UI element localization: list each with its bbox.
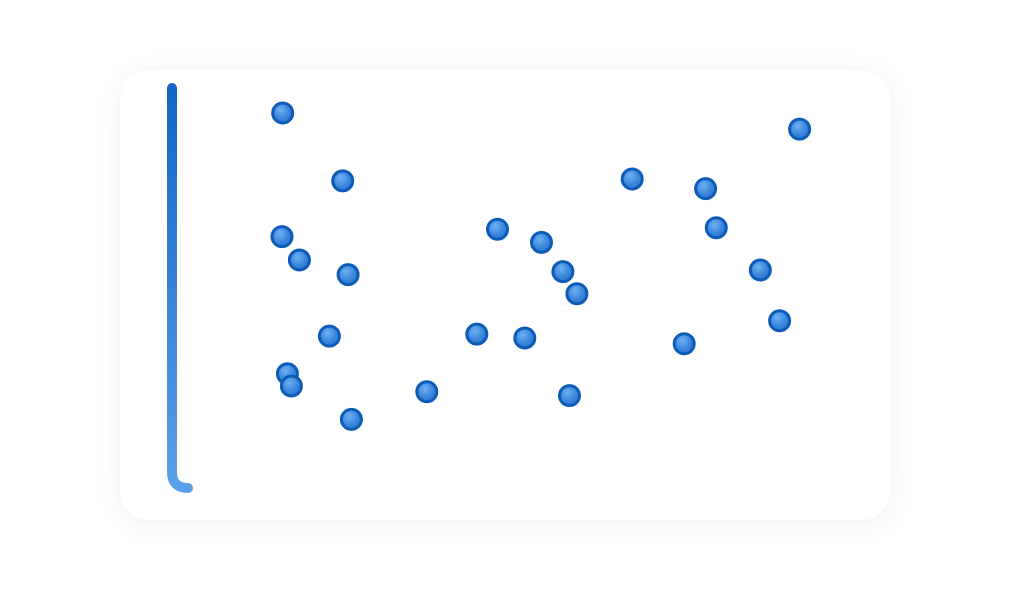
scatter-point-2 xyxy=(331,169,355,193)
points-layer xyxy=(270,101,812,431)
scatter-point-19 xyxy=(694,177,718,201)
scatter-point-14 xyxy=(530,230,553,254)
scatter-point-21 xyxy=(672,332,696,356)
plot-card xyxy=(120,70,890,520)
scatter-point-5 xyxy=(336,263,360,287)
scatter-point-20 xyxy=(704,216,728,240)
scatter-point-9 xyxy=(339,407,363,431)
scatter-point-23 xyxy=(768,309,792,333)
scatter-point-3 xyxy=(270,225,294,249)
scatter-point-16 xyxy=(565,282,589,306)
scatter-point-13 xyxy=(513,326,537,350)
scatter-point-8 xyxy=(279,374,303,398)
scatter-point-1 xyxy=(271,101,295,125)
scatter-point-6 xyxy=(317,324,341,348)
scatter-point-11 xyxy=(465,322,489,346)
scatter-point-24 xyxy=(788,117,812,141)
scatter-point-12 xyxy=(486,217,509,241)
scatter-point-15 xyxy=(551,260,575,284)
scatter-point-22 xyxy=(748,258,772,282)
scatter-point-10 xyxy=(415,380,439,404)
scatter-point-4 xyxy=(287,248,311,272)
scatter-point-18 xyxy=(620,167,644,191)
scatter-point-17 xyxy=(558,384,581,408)
